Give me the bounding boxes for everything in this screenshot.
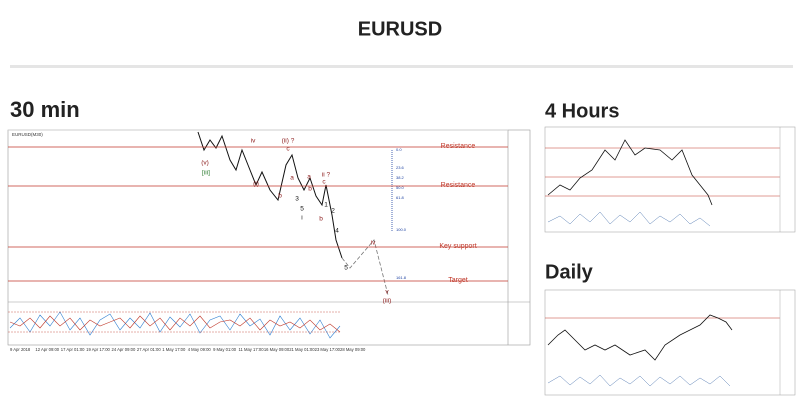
wave-label: b bbox=[278, 193, 282, 200]
date-label: 9 May 01:00 bbox=[213, 347, 237, 352]
date-label: 11 May 17:00 bbox=[238, 347, 264, 352]
wave-label: c bbox=[322, 179, 326, 186]
fib-label: 161.8 bbox=[396, 275, 407, 280]
date-label: 4 May 09:00 bbox=[188, 347, 212, 352]
level-label: Resistance bbox=[441, 182, 476, 189]
section-heading: 4 Hours bbox=[545, 100, 619, 122]
wave-label: b bbox=[308, 186, 312, 193]
wave-label: a bbox=[290, 175, 294, 182]
fib-label: 38.2 bbox=[396, 175, 405, 180]
wave-label: (v) bbox=[201, 160, 209, 167]
date-label: 24 Apr 09:00 bbox=[112, 347, 136, 352]
wave-label: b bbox=[319, 216, 323, 223]
section-heading: Daily bbox=[545, 261, 594, 283]
fib-label: 0.0 bbox=[396, 147, 402, 152]
date-label: 9 Apr 2018 bbox=[10, 347, 31, 352]
page-title: EURUSD bbox=[358, 18, 442, 40]
level-label: Key support bbox=[439, 243, 476, 250]
wave-label: c bbox=[286, 146, 290, 153]
level-label: Resistance bbox=[441, 143, 476, 150]
date-label: 12 Apr 09:00 bbox=[35, 347, 59, 352]
wave-label: (ii) ? bbox=[282, 138, 295, 145]
date-label: 21 May 01:00 bbox=[289, 347, 315, 352]
date-label: 17 Apr 01:00 bbox=[61, 347, 85, 352]
daily-chart bbox=[544, 289, 796, 396]
wave-label: iv bbox=[371, 240, 376, 247]
wave-label: 2 bbox=[331, 208, 335, 215]
date-label: 19 Apr 17:00 bbox=[86, 347, 110, 352]
date-label: 23 May 17:00 bbox=[315, 347, 341, 352]
wave-label: 5 bbox=[300, 206, 304, 213]
date-label: 1 May 17:00 bbox=[162, 347, 186, 352]
wave-label: ii ? bbox=[322, 172, 331, 179]
wave-label: 5 bbox=[344, 265, 348, 272]
fib-label: 100.0 bbox=[396, 227, 407, 232]
date-label: 28 May 09:00 bbox=[340, 347, 366, 352]
wave-label: 4 bbox=[335, 228, 339, 235]
h4-chart bbox=[544, 126, 796, 233]
section-heading: 30 min bbox=[10, 97, 80, 122]
wave-label: a bbox=[307, 174, 311, 181]
fib-label: 50.0 bbox=[396, 185, 405, 190]
wave-label: 3 bbox=[295, 196, 299, 203]
divider bbox=[10, 65, 793, 68]
wave-label: (i) bbox=[253, 181, 259, 188]
chart-symbol: EURUSD(M30) bbox=[12, 132, 43, 137]
wave-label: i bbox=[301, 215, 302, 222]
date-label: 16 May 09:00 bbox=[264, 347, 290, 352]
fib-label: 23.6 bbox=[396, 165, 405, 170]
wave-label: 1 bbox=[324, 202, 328, 209]
date-label: 27 Apr 01:00 bbox=[137, 347, 161, 352]
level-label: Target bbox=[448, 277, 468, 284]
wave-label: iv bbox=[251, 138, 256, 145]
wave-label: [iii] bbox=[202, 170, 210, 177]
main-chart bbox=[7, 129, 531, 346]
wave-label: (iii) bbox=[383, 298, 392, 305]
wave-label: v bbox=[385, 289, 389, 296]
fib-label: 61.8 bbox=[396, 195, 405, 200]
